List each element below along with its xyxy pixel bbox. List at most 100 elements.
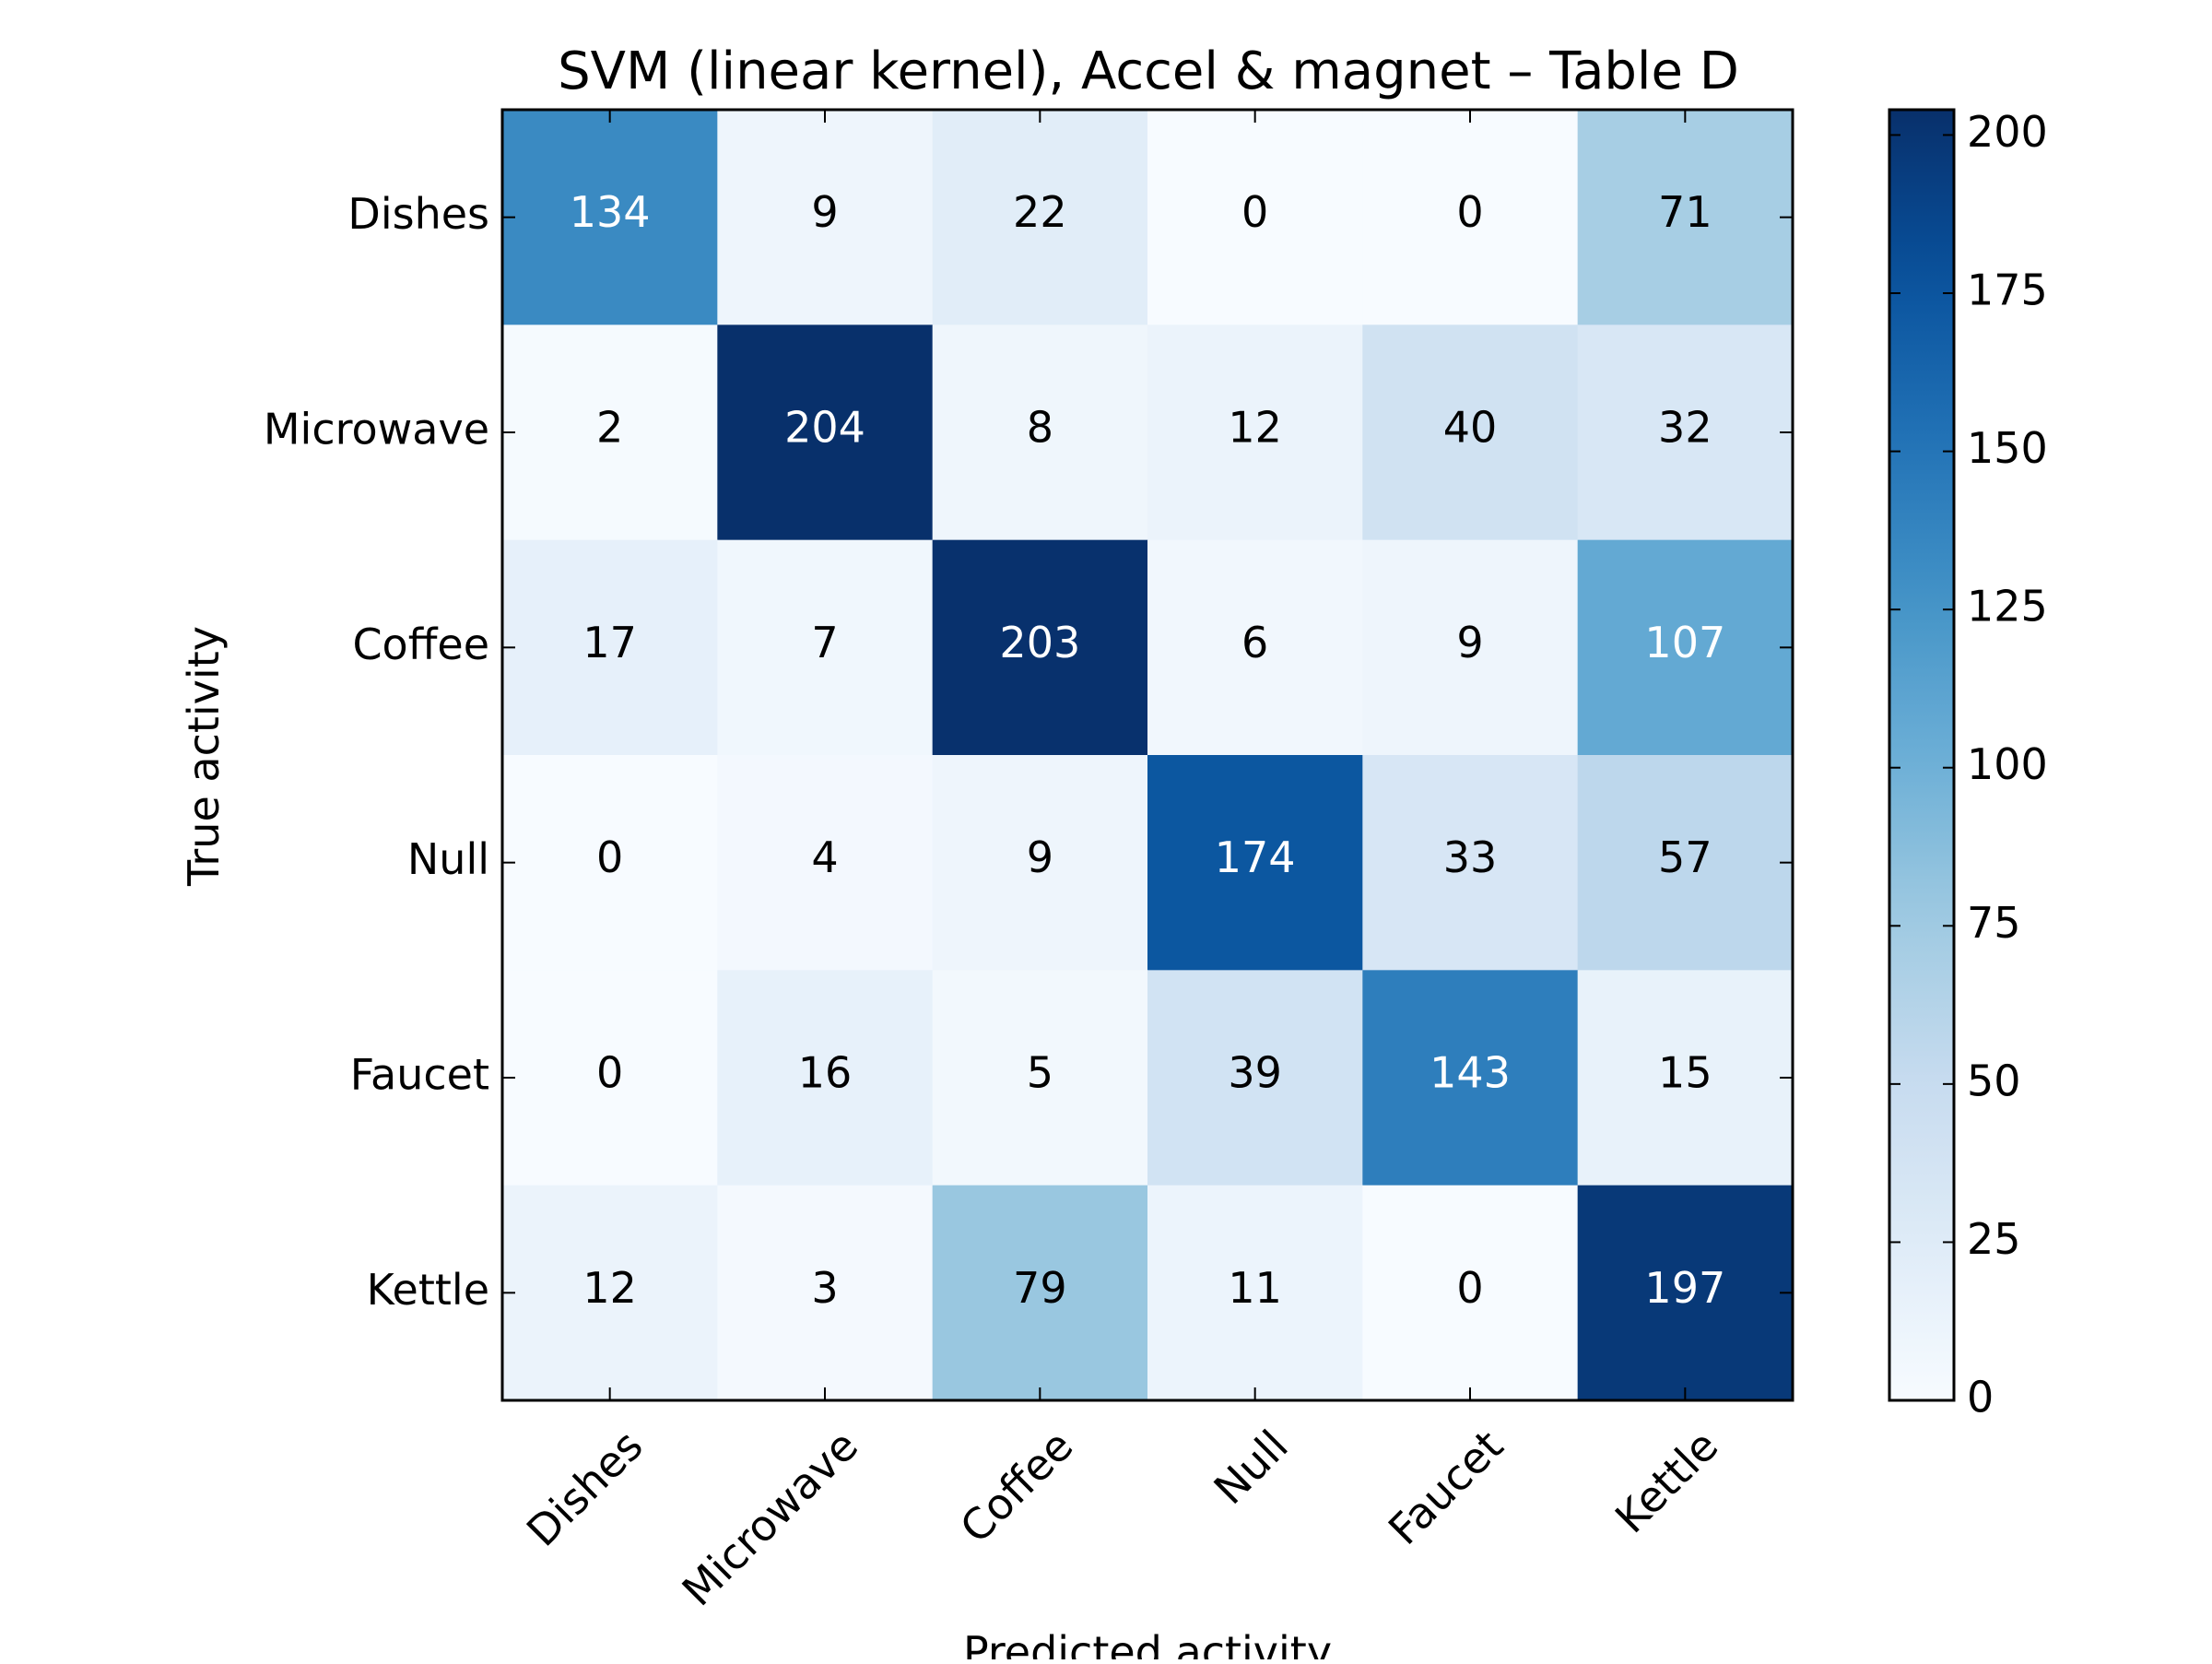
cell-value-label: 203 (999, 618, 1080, 667)
plot-frame (500, 108, 1794, 1402)
heatmap-cell (932, 1185, 1148, 1401)
cell-value-label: 0 (1456, 1263, 1483, 1313)
x-tick-label: Dishes (517, 1421, 653, 1556)
chart-title: SVM (linear kernel), Accel & magnet – Ta… (558, 41, 1739, 101)
heatmap-cell (717, 539, 934, 756)
cell-value-label: 204 (784, 403, 865, 453)
heatmap-cell (502, 755, 718, 971)
heatmap-cell (1362, 970, 1579, 1186)
heatmap-cell (1147, 325, 1363, 541)
cell-value-label: 39 (1228, 1048, 1282, 1098)
cell-value-label: 40 (1443, 403, 1498, 453)
heatmap-cell (932, 755, 1148, 971)
cell-value-label: 32 (1658, 403, 1712, 453)
heatmap-cell (502, 325, 718, 541)
heatmap-cell (1362, 1185, 1579, 1401)
x-tick-label: Faucet (1379, 1421, 1512, 1554)
cell-value-label: 143 (1430, 1048, 1511, 1098)
y-tick-label: Faucet (350, 1050, 489, 1100)
cell-value-label: 8 (1027, 403, 1053, 453)
colorbar-tick-label: 0 (1967, 1373, 1994, 1422)
cell-value-label: 71 (1658, 187, 1712, 237)
colorbar: 0 25 50 75 100 125 150 175 200 (1888, 107, 2048, 1422)
colorbar-tick-label: 75 (1967, 898, 2021, 948)
heatmap-cell (717, 110, 934, 325)
x-tick-label: Null (1205, 1421, 1298, 1514)
heatmap-cell (1362, 755, 1579, 971)
cell-value-label: 15 (1658, 1048, 1712, 1098)
heatmap-cell (1362, 110, 1579, 325)
cell-value-label: 5 (1027, 1048, 1053, 1098)
cell-value-label: 9 (1456, 618, 1483, 667)
cell-value-label: 0 (596, 1048, 623, 1098)
heatmap-cell (1577, 1185, 1794, 1401)
cell-value-label: 4 (811, 832, 838, 882)
heatmap-cell (932, 325, 1148, 541)
cell-value-label: 197 (1644, 1263, 1725, 1313)
x-tick-label: Kettle (1606, 1421, 1727, 1542)
heatmap-cell (1577, 539, 1794, 756)
cell-value-label: 12 (1228, 403, 1282, 453)
heatmap-cell (1147, 755, 1363, 971)
heatmap-cell (717, 755, 934, 971)
colorbar-tick-label: 50 (1967, 1056, 2021, 1105)
y-tick-label: Microwave (264, 405, 489, 454)
cell-value-label: 7 (811, 618, 838, 667)
heatmap-cell (1147, 110, 1363, 325)
heatmap-cell (502, 110, 718, 325)
y-tick-label: Kettle (367, 1265, 489, 1315)
cell-value-label: 12 (582, 1263, 637, 1313)
cell-value-label: 0 (1456, 187, 1483, 237)
x-tick-label: Coffee (950, 1421, 1082, 1552)
cell-value-label: 9 (811, 187, 838, 237)
colorbar-tick-label: 25 (1967, 1214, 2021, 1264)
cell-value-label: 174 (1215, 832, 1296, 882)
cell-value-label: 3 (811, 1263, 838, 1313)
x-tick-label: Microwave (673, 1421, 868, 1616)
heatmap-cell (932, 110, 1148, 325)
cell-value-label: 134 (570, 187, 651, 237)
cell-value-label: 107 (1644, 618, 1725, 667)
heatmap-cell (1362, 325, 1579, 541)
cell-value-label: 17 (582, 618, 637, 667)
y-tick-label: Dishes (347, 189, 489, 239)
heatmap-cell (932, 970, 1148, 1186)
heatmap-cell (502, 970, 718, 1186)
x-axis-label: Predicted activity (963, 1627, 1332, 1659)
heatmap-cell (717, 970, 934, 1186)
heatmap-cell (502, 1185, 718, 1401)
cell-value-label: 16 (798, 1048, 853, 1098)
cell-value-label: 2 (596, 403, 623, 453)
heatmap-cell (1147, 539, 1363, 756)
colorbar-tick-label: 150 (1967, 423, 2048, 473)
heatmap-cell (1577, 110, 1794, 325)
colorbar-tick-label: 125 (1967, 582, 2048, 631)
colorbar-tick-label: 175 (1967, 266, 2048, 315)
colorbar-frame (1888, 108, 1956, 1402)
y-tick-label: Null (407, 834, 489, 884)
colorbar-tick-label: 100 (1967, 739, 2048, 789)
cell-value-label: 6 (1241, 618, 1268, 667)
y-tick-label: Coffee (352, 620, 489, 669)
cell-value-label: 79 (1013, 1263, 1067, 1313)
cell-value-label: 22 (1013, 187, 1067, 237)
heatmap-cell (717, 1185, 934, 1401)
heatmap-cell (1577, 755, 1794, 971)
heatmap-cell (1147, 1185, 1363, 1401)
colorbar-tick-label: 200 (1967, 107, 2048, 157)
colorbar-gradient (1889, 110, 1954, 1400)
heatmap-cell (1362, 539, 1579, 756)
heatmap-cell (1577, 325, 1794, 541)
cell-value-label: 0 (596, 832, 623, 882)
cell-value-label: 0 (1241, 187, 1268, 237)
heatmap-cell (1577, 970, 1794, 1186)
heatmap-cell (932, 539, 1148, 756)
heatmap-cell (1147, 970, 1363, 1186)
cell-value-label: 33 (1443, 832, 1498, 882)
cell-value-label: 11 (1228, 1263, 1282, 1313)
cell-value-label: 9 (1027, 832, 1053, 882)
heatmap-cell (502, 539, 718, 756)
